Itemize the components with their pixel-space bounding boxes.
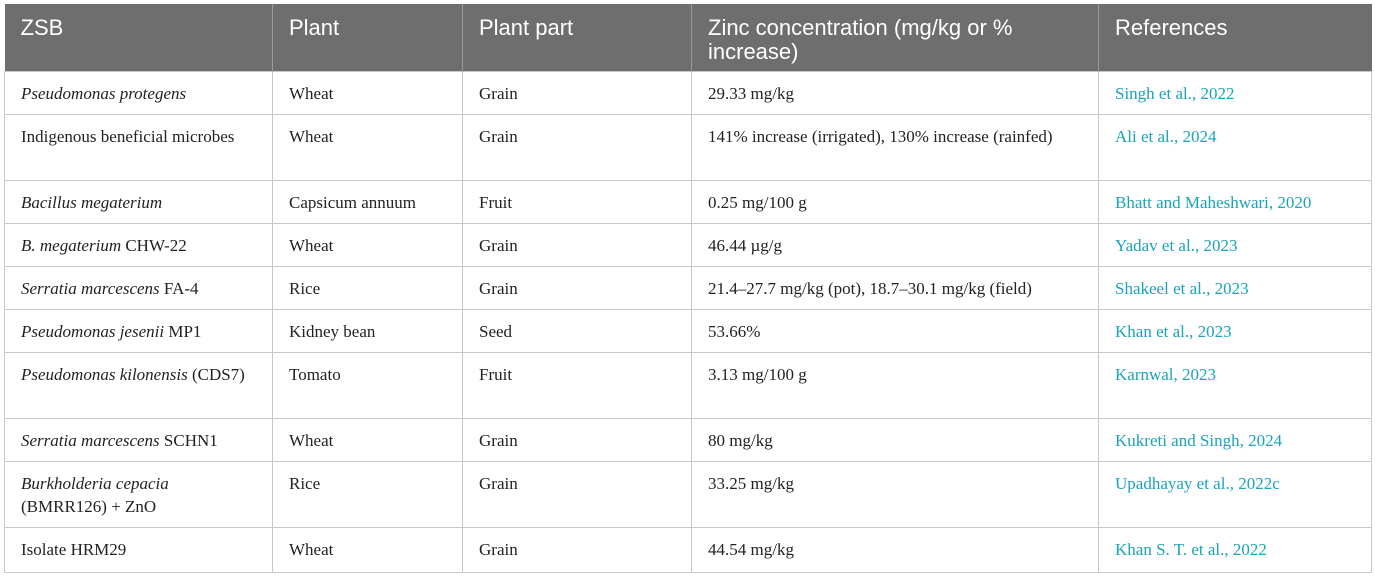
cell-reference: Yadav et al., 2023 — [1098, 223, 1372, 267]
header-zsb: ZSB — [4, 4, 273, 72]
cell-zinc: 141% increase (irrigated), 130% increase… — [691, 114, 1099, 181]
zsb-strain: MP1 — [164, 322, 202, 341]
zsb-zinc-table: ZSB Plant Plant part Zinc concentration … — [4, 4, 1372, 573]
cell-reference: Upadhayay et al., 2022c — [1098, 461, 1372, 528]
table-header: ZSB Plant Plant part Zinc concentration … — [4, 4, 1372, 72]
zsb-species: Serratia marcescens — [21, 431, 160, 450]
reference-link[interactable]: Upadhayay et al., 2022c — [1115, 474, 1280, 493]
table-row: Indigenous beneficial microbes Wheat Gra… — [4, 114, 1372, 181]
cell-zsb: Pseudomonas jesenii MP1 — [4, 309, 273, 353]
zsb-species: Pseudomonas kilonensis — [21, 365, 188, 384]
cell-reference: Singh et al., 2022 — [1098, 71, 1372, 115]
cell-plant-part: Grain — [462, 527, 692, 573]
table-row: Isolate HRM29 Wheat Grain 44.54 mg/kg Kh… — [4, 527, 1372, 573]
cell-plant: Kidney bean — [272, 309, 463, 353]
reference-link[interactable]: Khan et al., 2023 — [1115, 322, 1232, 341]
reference-link[interactable]: Yadav et al., 2023 — [1115, 236, 1238, 255]
zsb-strain: (BMRR126) + ZnO — [21, 497, 157, 516]
zsb-species: Burkholderia cepacia — [21, 474, 169, 493]
reference-link[interactable]: Karnwal, 2023 — [1115, 365, 1217, 384]
cell-zsb: Pseudomonas kilonensis (CDS7) — [4, 352, 273, 419]
table-row: B. megaterium CHW-22 Wheat Grain 46.44 µ… — [4, 223, 1372, 267]
cell-plant-part: Fruit — [462, 352, 692, 419]
cell-zinc: 80 mg/kg — [691, 418, 1099, 462]
zsb-strain: SCHN1 — [159, 431, 218, 450]
cell-plant: Rice — [272, 461, 463, 528]
cell-reference: Shakeel et al., 2023 — [1098, 266, 1372, 310]
header-plant: Plant — [272, 4, 463, 72]
cell-zsb: Burkholderia cepacia (BMRR126) + ZnO — [4, 461, 273, 528]
cell-plant-part: Grain — [462, 114, 692, 181]
cell-plant-part: Fruit — [462, 180, 692, 224]
reference-link[interactable]: Bhatt and Maheshwari, 2020 — [1115, 193, 1312, 212]
zsb-species: B. megaterium — [21, 236, 122, 255]
reference-link[interactable]: Ali et al., 2024 — [1115, 127, 1217, 146]
cell-zsb: Serratia marcescens FA-4 — [4, 266, 273, 310]
cell-plant-part: Grain — [462, 266, 692, 310]
cell-zsb: B. megaterium CHW-22 — [4, 223, 273, 267]
cell-reference: Khan et al., 2023 — [1098, 309, 1372, 353]
cell-zinc: 0.25 mg/100 g — [691, 180, 1099, 224]
cell-plant: Wheat — [272, 527, 463, 573]
table-row: Pseudomonas protegens Wheat Grain 29.33 … — [4, 71, 1372, 115]
cell-zsb: Bacillus megaterium — [4, 180, 273, 224]
cell-plant-part: Seed — [462, 309, 692, 353]
cell-zinc: 53.66% — [691, 309, 1099, 353]
cell-reference: Ali et al., 2024 — [1098, 114, 1372, 181]
table-row: Serratia marcescens FA-4 Rice Grain 21.4… — [4, 266, 1372, 310]
zsb-strain: CHW-22 — [121, 236, 187, 255]
cell-zsb: Pseudomonas protegens — [4, 71, 273, 115]
cell-zinc: 46.44 µg/g — [691, 223, 1099, 267]
cell-plant-part: Grain — [462, 418, 692, 462]
cell-plant-part: Grain — [462, 461, 692, 528]
cell-zsb: Indigenous beneficial microbes — [4, 114, 273, 181]
header-zinc-concentration: Zinc concentration (mg/kg or % increase) — [691, 4, 1099, 72]
cell-plant-part: Grain — [462, 223, 692, 267]
zsb-species: Pseudomonas jesenii — [21, 322, 165, 341]
cell-plant: Wheat — [272, 71, 463, 115]
cell-reference: Karnwal, 2023 — [1098, 352, 1372, 419]
zsb-species: Pseudomonas protegens — [21, 84, 187, 103]
cell-zinc: 3.13 mg/100 g — [691, 352, 1099, 419]
cell-zinc: 21.4–27.7 mg/kg (pot), 18.7–30.1 mg/kg (… — [691, 266, 1099, 310]
header-plant-part: Plant part — [462, 4, 692, 72]
table-row: Burkholderia cepacia (BMRR126) + ZnO Ric… — [4, 461, 1372, 528]
zsb-strain: Indigenous beneficial microbes — [21, 127, 235, 146]
header-row: ZSB Plant Plant part Zinc concentration … — [4, 4, 1372, 72]
header-references: References — [1098, 4, 1372, 72]
reference-link[interactable]: Kukreti and Singh, 2024 — [1115, 431, 1283, 450]
cell-zinc: 44.54 mg/kg — [691, 527, 1099, 573]
reference-link[interactable]: Singh et al., 2022 — [1115, 84, 1235, 103]
cell-reference: Bhatt and Maheshwari, 2020 — [1098, 180, 1372, 224]
reference-link[interactable]: Shakeel et al., 2023 — [1115, 279, 1249, 298]
cell-plant: Wheat — [272, 114, 463, 181]
zsb-strain: (CDS7) — [187, 365, 245, 384]
zsb-strain: Isolate HRM29 — [21, 540, 127, 559]
cell-plant: Rice — [272, 266, 463, 310]
table-row: Pseudomonas kilonensis (CDS7) Tomato Fru… — [4, 352, 1372, 419]
cell-zinc: 29.33 mg/kg — [691, 71, 1099, 115]
cell-plant: Tomato — [272, 352, 463, 419]
zsb-species: Serratia marcescens — [21, 279, 160, 298]
cell-zsb: Isolate HRM29 — [4, 527, 273, 573]
cell-zinc: 33.25 mg/kg — [691, 461, 1099, 528]
cell-plant: Capsicum annuum — [272, 180, 463, 224]
zsb-species: Bacillus megaterium — [21, 193, 163, 212]
table-row: Bacillus megaterium Capsicum annuum Frui… — [4, 180, 1372, 224]
table-row: Serratia marcescens SCHN1 Wheat Grain 80… — [4, 418, 1372, 462]
cell-reference: Khan S. T. et al., 2022 — [1098, 527, 1372, 573]
cell-plant: Wheat — [272, 223, 463, 267]
cell-plant: Wheat — [272, 418, 463, 462]
cell-plant-part: Grain — [462, 71, 692, 115]
reference-link[interactable]: Khan S. T. et al., 2022 — [1115, 540, 1267, 559]
cell-zsb: Serratia marcescens SCHN1 — [4, 418, 273, 462]
zsb-strain: FA-4 — [159, 279, 199, 298]
cell-reference: Kukreti and Singh, 2024 — [1098, 418, 1372, 462]
table-body: Pseudomonas protegens Wheat Grain 29.33 … — [4, 71, 1372, 573]
table-row: Pseudomonas jesenii MP1 Kidney bean Seed… — [4, 309, 1372, 353]
